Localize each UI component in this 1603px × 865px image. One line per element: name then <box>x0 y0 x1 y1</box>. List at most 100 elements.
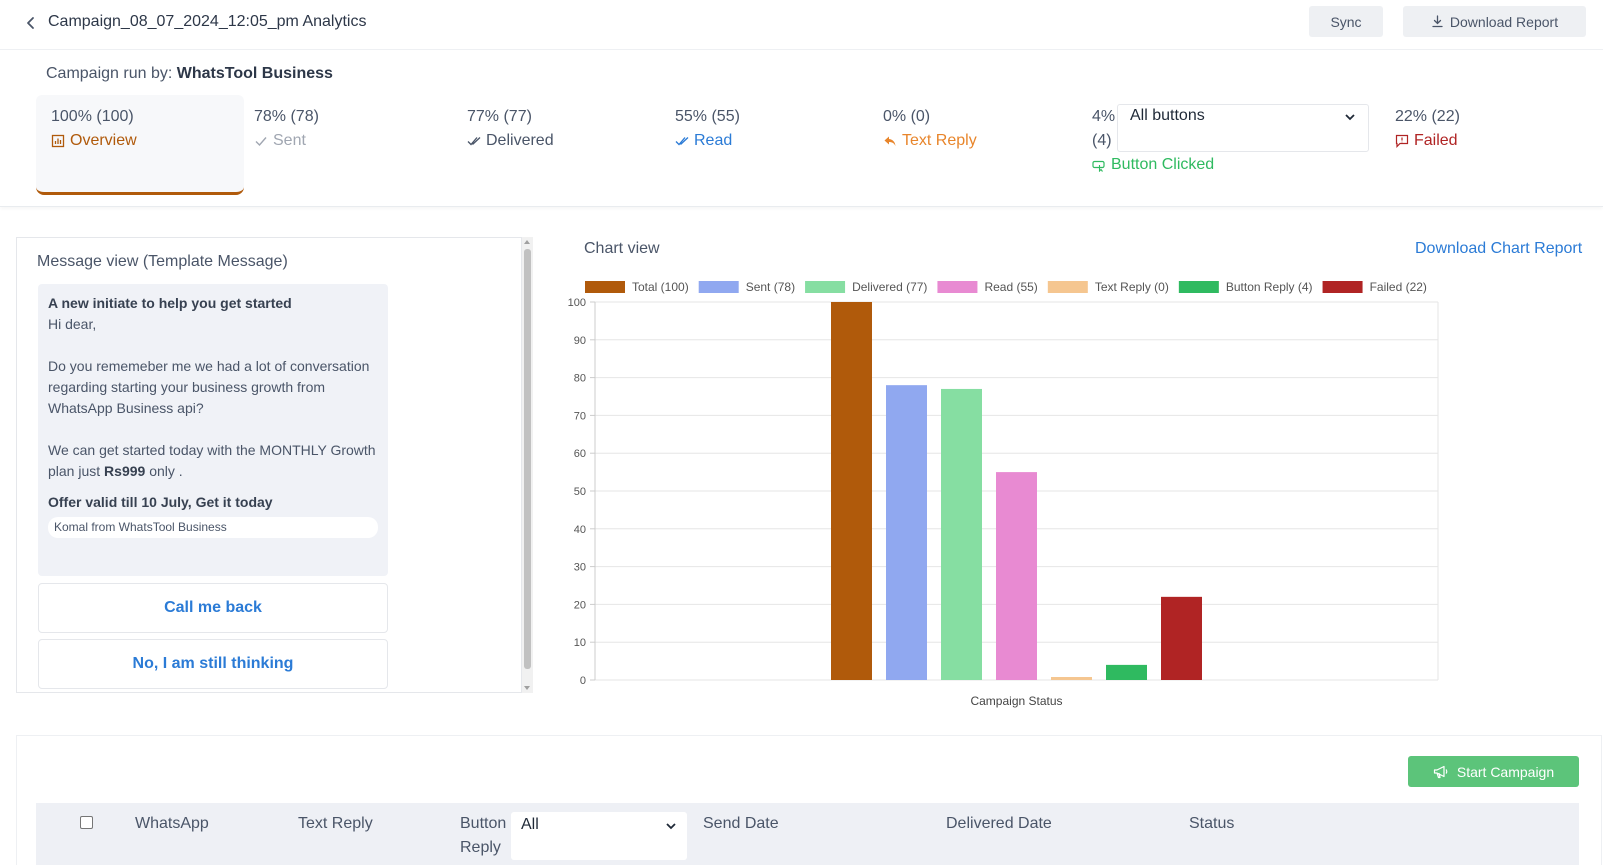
delivered-value: 77% (77) <box>467 108 532 125</box>
sent-label-row: Sent <box>254 129 444 153</box>
chart-view-title: Chart view <box>584 240 660 257</box>
message-footer: Komal from WhatsTool Business <box>48 517 378 538</box>
legend-label: Button Reply (4) <box>1226 280 1313 294</box>
legend-label: Total (100) <box>632 280 689 294</box>
call-me-back-button[interactable]: Call me back <box>38 583 388 633</box>
stat-tab-delivered[interactable]: 77% (77) Delivered <box>467 95 657 195</box>
y-tick-label: 50 <box>574 486 586 498</box>
start-campaign-button[interactable]: Start Campaign <box>1408 756 1579 787</box>
stat-tab-text-reply[interactable]: 0% (0) Text Reply <box>883 95 1073 195</box>
sent-value: 78% (78) <box>254 108 319 125</box>
select-all-checkbox[interactable] <box>80 816 93 829</box>
y-tick-label: 20 <box>574 599 586 611</box>
bar-button-reply <box>1106 664 1147 680</box>
legend-label: Text Reply (0) <box>1095 280 1169 294</box>
delivered-label-row: Delivered <box>467 129 657 153</box>
read-label-row: Read <box>675 129 865 153</box>
legend-swatch <box>937 281 978 293</box>
y-tick-label: 40 <box>574 524 586 536</box>
col-header-send-date: Send Date <box>703 815 779 832</box>
overview-label: Overview <box>70 132 137 149</box>
bar-sent <box>886 385 927 680</box>
chevron-down-icon <box>666 823 676 830</box>
button-clicked-label: Button Clicked <box>1111 156 1215 173</box>
scrollbar-thumb[interactable] <box>524 249 531 669</box>
download-report-button[interactable]: Download Report <box>1403 6 1586 37</box>
message-view-title: Message view (Template Message) <box>37 253 288 270</box>
reply-arrow-icon <box>884 136 896 146</box>
message-panel-scrollbar[interactable] <box>522 237 533 693</box>
legend-swatch <box>1178 281 1219 293</box>
legend-swatch <box>585 281 625 293</box>
stats-bar: Campaign run by: WhatsTool Business 100%… <box>0 51 1603 207</box>
bar-text-reply <box>1051 677 1092 680</box>
button-filter-value: All buttons <box>1130 107 1205 124</box>
recipients-table-panel <box>16 735 1602 865</box>
overview-label-row: Overview <box>51 129 244 153</box>
download-chart-report-link[interactable]: Download Chart Report <box>1415 240 1583 257</box>
check-icon <box>255 137 267 147</box>
delivered-label: Delivered <box>486 132 554 149</box>
button-filter-select[interactable]: All buttons <box>1117 104 1369 152</box>
scroll-up-icon[interactable] <box>524 240 530 244</box>
campaign-status-chart: 0 10 20 30 40 50 60 70 80 90 100 Campaign Status Tot… <box>568 280 1439 708</box>
message-paragraph-2: We can get started today with the MONTHL… <box>48 440 378 482</box>
run-by-prefix: Campaign run by: <box>46 65 173 82</box>
text-reply-label-row: Text Reply <box>883 129 1073 153</box>
bar-delivered <box>941 388 982 680</box>
stat-tab-overview[interactable]: 100% (100) Overview <box>36 95 244 195</box>
button-label-row: Button Clicked <box>1092 153 1392 177</box>
message-paragraph-1: Do you rememeber me we had a lot of conv… <box>48 358 370 416</box>
stat-tab-sent[interactable]: 78% (78) Sent <box>254 95 444 195</box>
download-icon <box>1432 15 1443 28</box>
y-tick-label: 90 <box>574 335 586 347</box>
button-reply-filter-value: All <box>521 816 539 833</box>
message-offer: Offer valid till 10 July, Get it today <box>48 494 273 510</box>
bar-read <box>996 472 1037 680</box>
button-click-icon <box>1092 160 1105 172</box>
y-tick-label: 0 <box>580 675 586 687</box>
overview-value: 100% (100) <box>51 108 134 125</box>
sync-button[interactable]: Sync <box>1309 6 1383 37</box>
col-header-button-reply-2: Reply <box>460 839 501 856</box>
stat-tab-read[interactable]: 55% (55) Read <box>675 95 865 195</box>
legend-label: Failed (22) <box>1370 280 1427 294</box>
y-tick-label: 70 <box>574 410 586 422</box>
message-header: A new initiate to help you get started <box>48 295 292 311</box>
col-header-status: Status <box>1189 815 1235 832</box>
stat-tab-button-clicked[interactable]: 4% (4) Button Clicked <box>1092 95 1392 195</box>
chevron-left-icon[interactable] <box>22 14 40 32</box>
chart-box-icon <box>51 134 65 148</box>
button-reply-filter-select[interactable]: All <box>511 812 687 860</box>
x-axis-label: Campaign Status <box>970 694 1062 708</box>
legend-label: Delivered (77) <box>852 280 927 294</box>
chevron-down-icon <box>1345 114 1355 121</box>
legend-swatch <box>805 281 846 293</box>
y-tick-label: 80 <box>574 373 586 385</box>
campaign-run-by: Campaign run by: WhatsTool Business <box>46 65 333 83</box>
message-price: Rs999 <box>104 463 146 479</box>
message-paragraph-2-start: We can get started today with the MONTHL… <box>48 442 376 479</box>
text-reply-label: Text Reply <box>902 132 977 149</box>
y-tick-label: 30 <box>574 562 586 574</box>
y-tick-label: 100 <box>568 297 586 309</box>
legend-label: Read (55) <box>984 280 1037 294</box>
read-label: Read <box>694 132 733 149</box>
still-thinking-button[interactable]: No, I am still thinking <box>38 639 388 689</box>
template-message-bubble: A new initiate to help you get started H… <box>38 284 388 576</box>
scroll-down-icon[interactable] <box>524 686 530 690</box>
download-report-label: Download Report <box>1449 13 1559 30</box>
bar-failed <box>1161 596 1202 680</box>
legend-swatch <box>1322 281 1363 293</box>
failed-label-row: Failed <box>1395 129 1585 153</box>
text-reply-value: 0% (0) <box>883 108 931 125</box>
col-header-whatsapp: WhatsApp <box>135 815 209 832</box>
sent-label: Sent <box>273 132 306 149</box>
page-title: Campaign_08_07_2024_12:05_pm Analytics <box>48 13 367 30</box>
col-header-button-reply-1: Button <box>460 815 507 832</box>
col-header-delivered-date: Delivered Date <box>946 815 1052 832</box>
button-value-pct: 4% <box>1092 108 1116 125</box>
stat-tab-failed[interactable]: 22% (22) Failed <box>1395 95 1585 195</box>
start-campaign-label: Start Campaign <box>1456 763 1555 780</box>
col-header-text-reply: Text Reply <box>298 815 373 832</box>
